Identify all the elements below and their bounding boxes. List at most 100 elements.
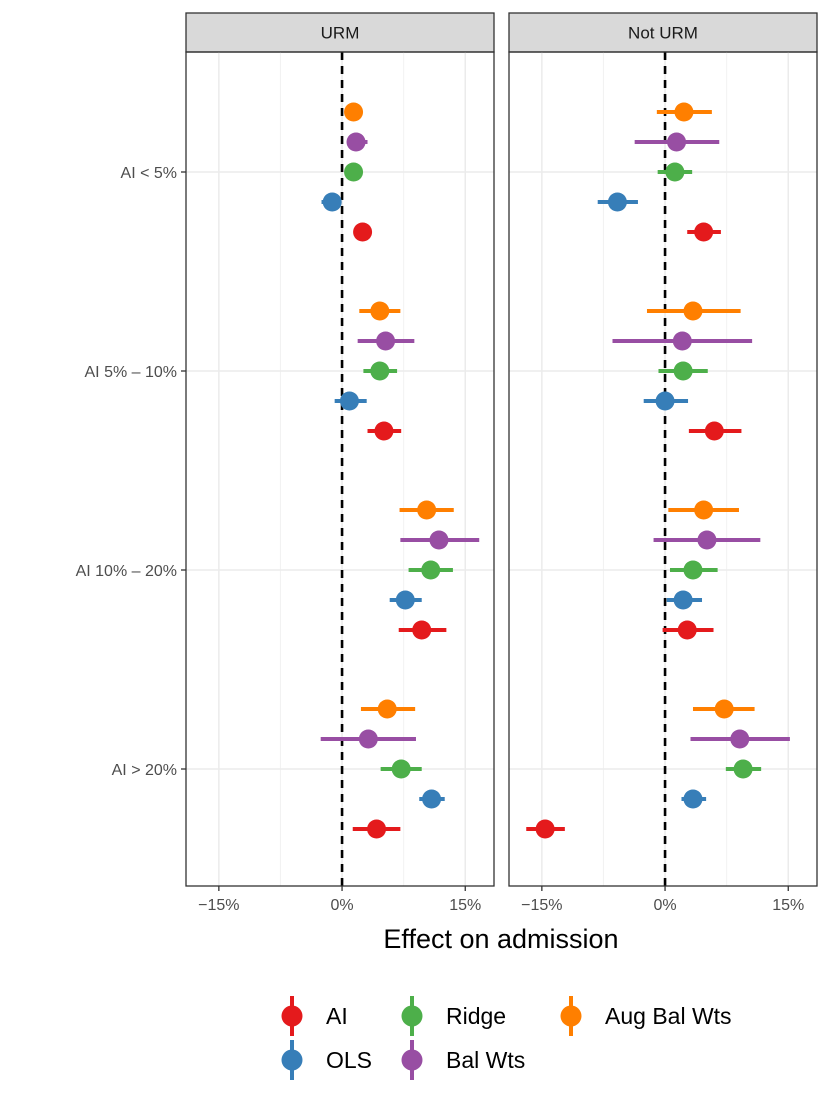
point-estimate	[683, 789, 703, 809]
x-tick-label: −15%	[198, 897, 239, 914]
point-estimate	[395, 590, 415, 610]
point-aug-bal-wts-ai-20	[360, 699, 416, 719]
point-estimate	[673, 590, 693, 610]
point-estimate	[421, 560, 441, 580]
point-estimate	[683, 560, 703, 580]
point-aug-bal-wts-ai-5	[656, 102, 712, 122]
point-estimate	[391, 759, 411, 779]
legend-label: AI	[326, 1003, 348, 1029]
point-estimate	[683, 301, 703, 321]
point-ridge-ai-5	[657, 162, 693, 182]
point-ridge-ai-10-20	[669, 560, 718, 580]
point-ridge-ai-5-10	[363, 361, 398, 381]
point-ai-ai-10-20	[398, 620, 447, 640]
chart-panels: URM −15% 0% 15% Not URM −15% 0% 15%	[185, 12, 818, 914]
point-estimate	[344, 102, 364, 122]
point-estimate	[377, 699, 397, 719]
point-estimate	[412, 620, 432, 640]
point-ols-ai-20	[419, 789, 445, 809]
point-estimate	[714, 699, 734, 719]
point-ols-ai-10-20	[389, 590, 422, 610]
x-tick-label: 15%	[772, 897, 804, 914]
point-estimate	[422, 789, 442, 809]
point-estimate	[665, 162, 685, 182]
strip-label: Not URM	[628, 24, 698, 43]
strip-label: URM	[321, 24, 360, 43]
strip-background	[185, 12, 495, 53]
point-bal-wts-ai-10-20	[653, 530, 761, 550]
legend-key-dot	[281, 1049, 303, 1071]
point-bal-wts-ai-5	[346, 132, 368, 152]
x-tick-label: −15%	[521, 897, 562, 914]
legend-key-dot	[560, 1005, 582, 1027]
point-estimate	[667, 132, 687, 152]
point-estimate	[655, 391, 675, 411]
point-estimate	[697, 530, 717, 550]
point-estimate	[607, 192, 627, 212]
point-ols-ai-20	[681, 789, 707, 809]
point-ai-ai-5-10	[688, 421, 742, 441]
legend-label: OLS	[326, 1047, 372, 1073]
point-ridge-ai-5	[344, 162, 364, 182]
x-tick-label: 0%	[653, 897, 676, 914]
x-tick-label: 15%	[449, 897, 481, 914]
point-ridge-ai-10-20	[408, 560, 453, 580]
legend-item-ols: OLS	[281, 1040, 372, 1080]
point-ols-ai-5-10	[643, 391, 689, 411]
point-estimate	[370, 301, 390, 321]
x-axis-title: Effect on admission	[383, 924, 618, 954]
point-aug-bal-wts-ai-5-10	[646, 301, 741, 321]
point-ols-ai-5	[321, 192, 342, 212]
point-bal-wts-ai-5-10	[357, 331, 415, 351]
point-estimate	[353, 222, 373, 242]
point-ai-ai-20	[352, 819, 401, 839]
point-estimate	[358, 729, 378, 749]
point-estimate	[694, 500, 714, 520]
legend-key-dot	[401, 1005, 423, 1027]
y-tick-label: AI 5% – 10%	[85, 364, 178, 381]
legend-label: Ridge	[446, 1003, 506, 1029]
point-ols-ai-5-10	[334, 391, 367, 411]
point-ridge-ai-20	[725, 759, 762, 779]
y-tick-label: AI > 20%	[112, 762, 177, 779]
point-bal-wts-ai-20	[690, 729, 790, 749]
point-estimate	[374, 421, 394, 441]
point-aug-bal-wts-ai-10-20	[668, 500, 739, 520]
point-aug-bal-wts-ai-5	[344, 102, 364, 122]
point-aug-bal-wts-ai-10-20	[399, 500, 454, 520]
point-bal-wts-ai-5-10	[612, 331, 753, 351]
data-marks	[320, 102, 480, 839]
x-tick-label: 0%	[330, 897, 353, 914]
strip-background	[508, 12, 818, 53]
legend: AI OLS Ridge Bal Wts Aug Bal Wts	[281, 996, 732, 1080]
panel-border	[508, 51, 818, 887]
point-estimate	[730, 729, 750, 749]
point-ridge-ai-5-10	[658, 361, 708, 381]
point-bal-wts-ai-10-20	[400, 530, 480, 550]
point-estimate	[535, 819, 555, 839]
legend-item-aug-bal-wts: Aug Bal Wts	[560, 996, 732, 1036]
point-estimate	[672, 331, 692, 351]
point-ai-ai-20	[526, 819, 565, 839]
y-tick-label: AI < 5%	[121, 165, 177, 182]
point-ai-ai-5	[353, 222, 373, 242]
point-estimate	[322, 192, 342, 212]
point-estimate	[344, 162, 364, 182]
y-tick-label: AI 10% – 20%	[76, 563, 177, 580]
point-estimate	[674, 102, 694, 122]
point-ols-ai-5	[597, 192, 638, 212]
legend-item-ridge: Ridge	[401, 996, 506, 1036]
point-estimate	[704, 421, 724, 441]
point-estimate	[733, 759, 753, 779]
legend-item-ai: AI	[281, 996, 348, 1036]
point-estimate	[694, 222, 714, 242]
y-axis: AI < 5% AI 5% – 10% AI 10% – 20% AI > 20%	[76, 165, 186, 779]
panel-urm: URM −15% 0% 15%	[185, 12, 495, 914]
point-aug-bal-wts-ai-20	[692, 699, 755, 719]
data-marks	[526, 102, 790, 839]
point-ridge-ai-20	[380, 759, 422, 779]
legend-label: Aug Bal Wts	[605, 1003, 732, 1029]
legend-label: Bal Wts	[446, 1047, 525, 1073]
point-estimate	[367, 819, 387, 839]
